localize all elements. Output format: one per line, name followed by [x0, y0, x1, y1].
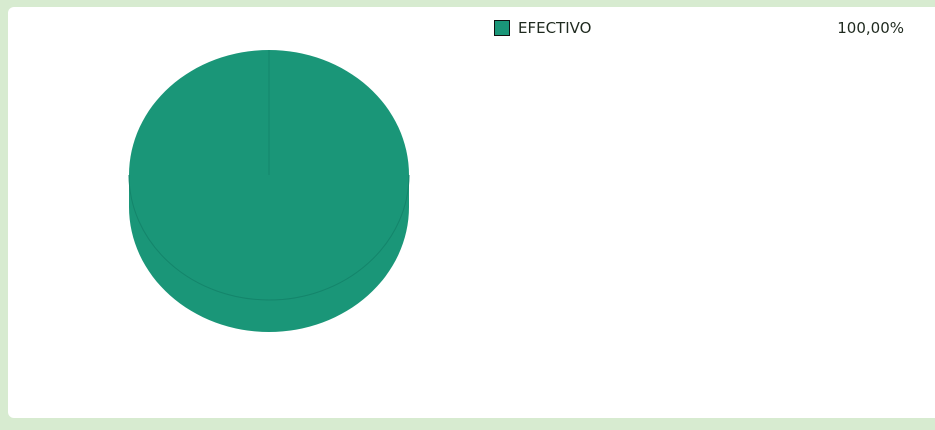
pie-side-depth	[129, 175, 409, 332]
legend-value: 100,00%	[837, 19, 904, 37]
pie-rim-line	[128, 174, 410, 301]
chart-panel: EFECTIVO 100,00%	[8, 7, 935, 418]
pie-chart-container	[121, 43, 417, 343]
legend-label: EFECTIVO	[518, 19, 592, 37]
legend-swatch	[494, 20, 510, 36]
legend-item-efectivo: EFECTIVO 100,00%	[494, 19, 904, 43]
legend: EFECTIVO 100,00%	[494, 19, 904, 43]
pie-chart	[128, 50, 410, 332]
